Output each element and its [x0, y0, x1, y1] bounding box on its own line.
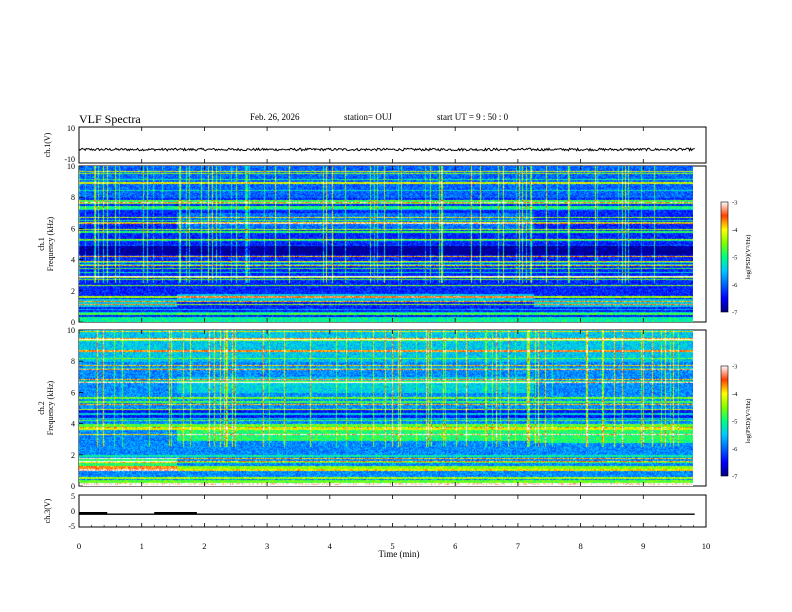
ch3-ylabel: ch.3(V): [43, 498, 52, 523]
ch1-colorbar-tick--6: -6: [732, 282, 738, 289]
ch1-ytick-4: 4: [71, 256, 75, 265]
ch2-ytick-6: 6: [71, 388, 75, 397]
ch3-ytick-bottom: -5: [68, 522, 75, 531]
ch2-ytick-10: 10: [67, 326, 75, 335]
ch1-colorbar: [720, 201, 729, 313]
ch1-ytick-top: 10: [67, 124, 75, 133]
chart-title: VLF Spectra: [79, 112, 141, 126]
ch2-ytick-4: 4: [71, 420, 75, 429]
ch1-colorbar-tick--5: -5: [732, 255, 737, 262]
ch2-ylabel-line1: ch.2: [37, 401, 46, 415]
ch2-colorbar-tick--4: -4: [732, 391, 738, 398]
ch2-ylabel-line2: Frequency (kHz): [46, 380, 55, 435]
x-tick-7: 7: [516, 541, 520, 551]
ch1-ylabel-line1: ch.1: [37, 237, 46, 251]
x-tick-2: 2: [202, 541, 206, 551]
ch1-ytick-bottom: -10: [64, 155, 75, 164]
ch3-trace-panel: 5 0 -5 ch.3(V): [43, 492, 707, 531]
ch1-colorbar-ticks: -3 -4 -5 -6 -7: [732, 200, 738, 317]
ch2-colorbar-ticks: -3 -4 -5 -6 -7: [732, 364, 738, 481]
ch1-ylabel: ch.1(V): [43, 132, 52, 157]
x-tick-6: 6: [453, 541, 457, 551]
ch2-colorbar-tick--7: -7: [732, 474, 738, 481]
ch2-colorbar-tick--3: -3: [732, 364, 737, 371]
ch2-ytick-0: 0: [71, 482, 75, 491]
x-tick-4: 4: [328, 541, 333, 551]
ch1-ytick-0: 0: [71, 318, 75, 327]
x-axis-ticks: 0 1 2 3 4 5 6 7 8 9 10: [77, 127, 710, 551]
ch1-ylabel-line2: Frequency (kHz): [46, 216, 55, 271]
ch1-colorbar-tick--3: -3: [732, 200, 737, 207]
ch2-colorbar-tick--5: -5: [732, 419, 737, 426]
x-tick-8: 8: [578, 541, 582, 551]
ch2-spectrogram-image: [79, 330, 693, 486]
ch2-ytick-2: 2: [71, 451, 75, 460]
x-axis-label: Time (min): [379, 549, 420, 559]
ch2-colorbar: [720, 365, 729, 477]
station-label: station= OUJ: [344, 112, 392, 122]
start-time-label: start UT = 9 : 50 : 0: [437, 112, 509, 122]
ch1-waveform-frame: [78, 126, 707, 164]
ch1-ytick-2: 2: [71, 287, 75, 296]
ch1-ytick-6: 6: [71, 224, 75, 233]
ch1-colorbar-tick--7: -7: [732, 310, 738, 317]
ch1-waveform-trace: [78, 147, 695, 152]
ch2-ytick-8: 8: [71, 357, 75, 366]
ch2-spectrogram-image-holder: [79, 330, 693, 486]
ch1-ytick-10: 10: [67, 162, 75, 171]
ch1-spectrogram-image-holder: [79, 166, 693, 322]
ch2-yticks: 0 2 4 6 8 10: [67, 326, 83, 491]
date-label: Feb. 26, 2026: [250, 112, 300, 122]
ch3-ytick-mid: 0: [71, 507, 75, 516]
ch2-colorbar-label: log(PSD)(V²/Hz): [745, 399, 752, 444]
ch2-colorbar-tick--6: -6: [732, 446, 738, 453]
x-tick-10: 10: [702, 541, 711, 551]
x-tick-9: 9: [641, 541, 645, 551]
ch1-spectrogram-image: [79, 166, 693, 322]
ch1-waveform-panel: 10 -10 ch.1(V): [43, 124, 707, 164]
ch3-ytick-top: 5: [71, 492, 75, 501]
ch1-ytick-8: 8: [71, 193, 75, 202]
ch1-colorbar-tick--4: -4: [732, 227, 738, 234]
x-tick-1: 1: [140, 541, 144, 551]
x-tick-0: 0: [77, 541, 81, 551]
ch3-trace-frame: [78, 494, 707, 528]
ch1-yticks: 0 2 4 6 8 10: [67, 162, 83, 327]
x-tick-3: 3: [265, 541, 269, 551]
x-tick-5: 5: [390, 541, 394, 551]
ch1-colorbar-label: log(PSD)(V²/Hz): [745, 235, 752, 280]
